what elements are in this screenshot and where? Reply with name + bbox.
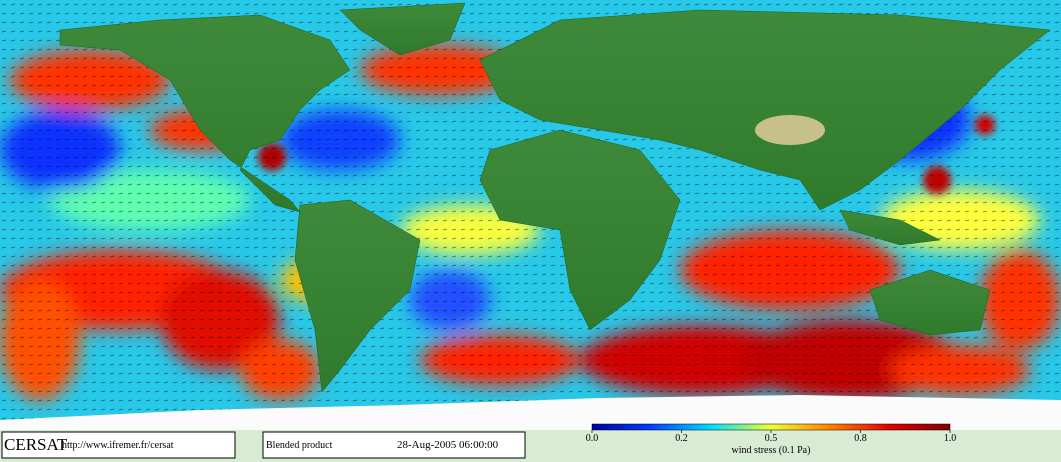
product-box: [262, 431, 526, 459]
logo: CERSAT: [4, 435, 68, 454]
colorbar-tick-label: 0.0: [586, 433, 599, 444]
url: http://www.ifremer.fr/cersat: [62, 440, 174, 451]
antarctica: [0, 395, 1061, 432]
land: [59, 2, 1051, 393]
colorbar-label: wind stress (0.1 Pa): [732, 445, 811, 456]
timestamp: 28-Aug-2005 06:00:00: [397, 439, 499, 451]
colorbar-tick-label: 1.0: [944, 433, 957, 444]
colorbar-tick-label: 0.5: [765, 433, 778, 444]
logo-box: [1, 431, 236, 459]
colorbar-tick-label: 0.2: [675, 433, 688, 444]
product: Blended product: [266, 440, 333, 451]
colorbar: [591, 423, 951, 431]
colorbar-tick-label: 0.8: [854, 433, 867, 444]
